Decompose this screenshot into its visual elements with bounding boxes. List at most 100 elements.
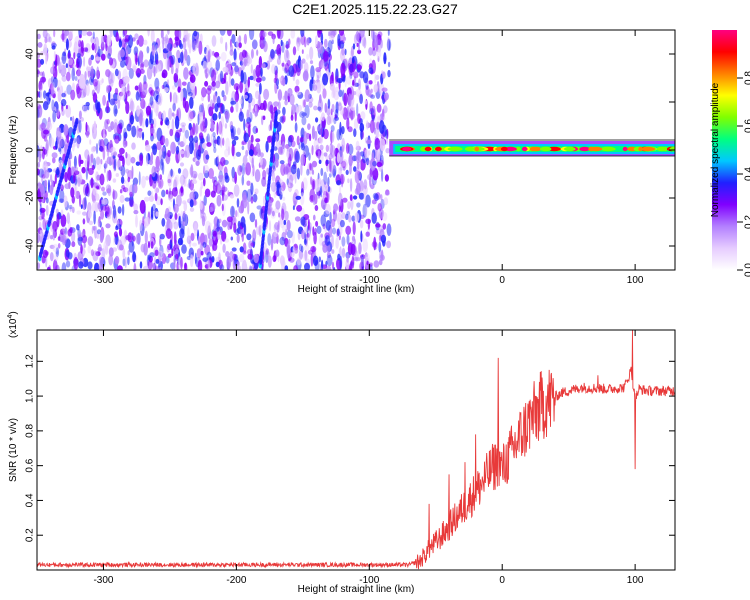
noise-blob (179, 51, 184, 64)
noise-blob (341, 236, 346, 247)
noise-blob (150, 151, 154, 162)
noise-blob (300, 154, 306, 166)
noise-blob (199, 112, 204, 124)
noise-blob (163, 36, 167, 42)
noise-blob (138, 130, 142, 139)
noise-blob (172, 102, 176, 111)
noise-blob (325, 220, 331, 231)
noise-blob (248, 100, 251, 114)
noise-blob (283, 256, 286, 268)
noise-blob (72, 63, 76, 77)
noise-blob (261, 263, 264, 270)
noise-blob (383, 92, 389, 101)
noise-blob (216, 135, 221, 146)
signal-blob (669, 146, 675, 152)
noise-blob (336, 77, 343, 84)
noise-blob (225, 251, 230, 257)
x-tick-label: 0 (499, 575, 505, 586)
noise-blob (81, 166, 86, 174)
noise-blob (217, 179, 221, 188)
noise-blob (114, 255, 120, 265)
noise-blob (180, 122, 186, 127)
noise-blob (380, 249, 384, 261)
noise-blob (365, 231, 370, 237)
noise-blob (65, 63, 69, 68)
noise-blob (90, 65, 94, 80)
noise-blob (46, 121, 53, 131)
noise-blob (125, 140, 128, 147)
noise-blob (71, 230, 76, 243)
noise-blob (199, 103, 203, 114)
y-tick-label: 0.2 (25, 528, 36, 542)
noise-blob (221, 103, 225, 114)
noise-blob (187, 91, 193, 97)
noise-blob (247, 92, 253, 104)
noise-blob (112, 188, 115, 201)
noise-blob (57, 243, 61, 249)
noise-blob (62, 52, 66, 57)
noise-blob (310, 176, 313, 185)
noise-blob (204, 170, 210, 179)
noise-blob (45, 197, 49, 204)
noise-blob (154, 77, 160, 90)
noise-blob (318, 256, 321, 263)
noise-blob (144, 230, 148, 245)
noise-blob (95, 56, 101, 61)
noise-blob (241, 175, 245, 186)
noise-blob (93, 210, 96, 225)
noise-blob (249, 30, 255, 40)
noise-blob (341, 126, 345, 135)
noise-blob (93, 120, 97, 135)
noise-blob (151, 65, 155, 74)
noise-blob (108, 247, 114, 257)
noise-blob (313, 79, 316, 85)
noise-blob (230, 236, 233, 241)
noise-blob (114, 87, 119, 95)
noise-blob (119, 244, 124, 251)
noise-blob (328, 157, 331, 172)
noise-blob (258, 224, 262, 237)
noise-blob (224, 123, 228, 129)
noise-blob (146, 46, 150, 54)
noise-blob (225, 62, 232, 74)
noise-blob (279, 236, 286, 246)
noise-blob (135, 214, 138, 228)
noise-blob (180, 88, 184, 102)
noise-blob (238, 42, 242, 49)
noise-blob (150, 214, 154, 221)
noise-blob (174, 174, 180, 186)
noise-blob (87, 236, 94, 247)
noise-blob (75, 190, 81, 200)
y-tick-label: 0.8 (25, 423, 36, 437)
noise-blob (255, 128, 258, 133)
noise-blob (125, 179, 130, 194)
noise-blob (287, 230, 293, 239)
noise-blob (386, 223, 392, 236)
noise-blob (329, 83, 335, 91)
noise-blob (72, 115, 75, 128)
noise-blob (301, 112, 307, 117)
noise-blob (124, 197, 130, 202)
noise-blob (134, 85, 139, 91)
x-tick-label: 0 (499, 275, 505, 286)
noise-blob (351, 56, 355, 64)
snr-scale-label: (x104) (7, 311, 19, 338)
noise-blob (189, 199, 194, 208)
noise-blob (114, 108, 118, 115)
noise-blob (68, 158, 71, 170)
noise-blob (212, 136, 217, 149)
noise-blob (163, 87, 169, 93)
noise-blob (304, 262, 310, 270)
noise-blob (346, 210, 351, 216)
noise-blob (281, 62, 285, 67)
noise-blob (221, 90, 225, 98)
noise-blob (82, 47, 89, 52)
noise-blob (113, 151, 118, 157)
noise-blob (104, 160, 108, 169)
noise-blob (123, 75, 130, 84)
noise-blob (56, 127, 62, 140)
noise-blob (50, 66, 55, 75)
noise-blob (90, 36, 96, 44)
noise-blob (222, 137, 225, 146)
noise-blob (91, 42, 95, 51)
